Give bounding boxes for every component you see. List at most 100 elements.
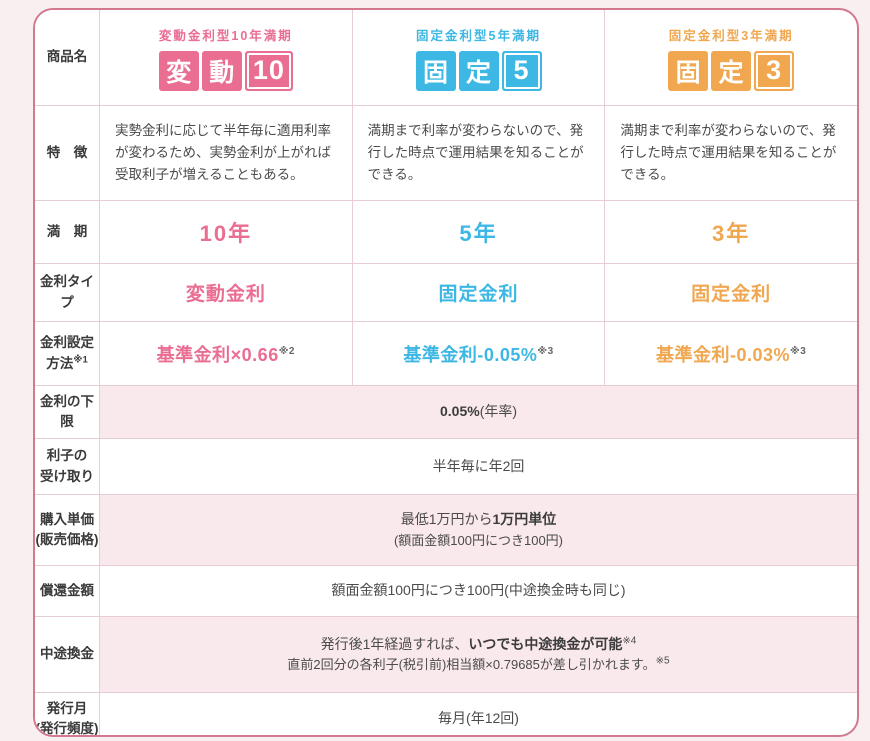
logo-number-box: 10 xyxy=(244,50,293,91)
label-text: 金利設定 xyxy=(40,335,94,351)
rate-type-value: 固定金利 xyxy=(691,284,772,305)
row-label-early-redemption: 中途換金 xyxy=(35,617,99,692)
row-label-rate-method: 金利設定 方法※1 xyxy=(35,322,99,385)
logo-char-box: 変 xyxy=(158,50,199,91)
issue-month-value: 毎月(年12回) xyxy=(438,710,519,727)
maturity-value: 3年 xyxy=(712,221,751,246)
row-maturity: 満 期 10年 5年 3年 xyxy=(35,200,857,263)
logo-char-box: 固 xyxy=(668,50,709,91)
ratetype-cell-hendo10: 変動金利 xyxy=(99,264,352,321)
product-subtitle: 固定金利型3年満期 xyxy=(668,28,794,43)
footnote-ref: ※4 xyxy=(622,634,637,646)
row-purchase-price: 購入単価 (販売価格) 最低1万円から1万円単位 (額面金額100円につき100… xyxy=(35,494,857,565)
row-redemption-amount: 償還金額 額面金額100円につき100円(中途換金時も同じ) xyxy=(35,565,857,616)
footnote-ref: ※1 xyxy=(73,354,88,365)
maturity-cell-kotei5: 5年 xyxy=(351,201,605,263)
ratetype-cell-kotei5: 固定金利 xyxy=(351,264,605,321)
row-product-name: 商品名 変動金利型10年満期 変 動 10 固定金利型5年満期 固 定 5 xyxy=(35,10,857,105)
row-issue-month: 発行月 (発行頻度) 毎月(年12回) xyxy=(35,692,857,736)
maturity-cell-hendo10: 10年 xyxy=(99,201,352,263)
feature-text: 満期まで利率が変わらないので、発行した時点で運用結果を知ることができる。 xyxy=(367,122,584,183)
footnote-ref: ※2 xyxy=(278,345,295,357)
method-cell-kotei5: 基準金利-0.05%※3 xyxy=(351,322,605,385)
hendo10-logo: 変 動 10 xyxy=(158,50,293,91)
logo-char-box: 固 xyxy=(415,50,456,91)
logo-char-box: 動 xyxy=(201,50,242,91)
ratetype-cell-kotei3: 固定金利 xyxy=(604,264,857,321)
label-text: 金利タイプ xyxy=(40,274,94,310)
row-rate-method: 金利設定 方法※1 基準金利×0.66※2 基準金利-0.05%※3 基準金利-… xyxy=(35,321,857,385)
maturity-value: 10年 xyxy=(199,221,253,246)
early-redemption-line1: 発行後1年経過すれば、いつでも中途換金が可能※4 xyxy=(320,634,637,652)
method-cell-hendo10: 基準金利×0.66※2 xyxy=(99,322,352,385)
label-text: 発行月 xyxy=(46,700,88,716)
label-text: 償還金額 xyxy=(40,582,94,598)
label-text: 特 徴 xyxy=(46,144,88,160)
purchase-price-line2: (額面金額100円につき100円) xyxy=(393,532,564,548)
logo-number: 5 xyxy=(503,52,540,89)
rate-type-value: 変動金利 xyxy=(185,284,266,305)
row-label-issue-month: 発行月 (発行頻度) xyxy=(35,693,99,736)
row-label-redemption-amount: 償還金額 xyxy=(35,566,99,616)
purchase-price-cell: 最低1万円から1万円単位 (額面金額100円につき100円) xyxy=(99,495,857,565)
logo-number-box: 3 xyxy=(754,50,795,91)
row-feature: 特 徴 実勢金利に応じて半年毎に適用利率が変わるため、実勢金利が上がれば受取利子… xyxy=(35,105,857,200)
product-cell-hendo10: 変動金利型10年満期 変 動 10 xyxy=(99,10,352,105)
interest-payment-cell: 半年毎に年2回 xyxy=(99,439,857,494)
feature-cell-kotei3: 満期まで利率が変わらないので、発行した時点で運用結果を知ることができる。 xyxy=(604,106,857,200)
feature-text: 満期まで利率が変わらないので、発行した時点で運用結果を知ることができる。 xyxy=(620,122,837,183)
label-text: 方法※1 xyxy=(46,354,88,371)
label-text: 金利の下限 xyxy=(40,393,94,429)
rate-formula: 基準金利×0.66※2 xyxy=(156,344,295,365)
feature-cell-hendo10: 実勢金利に応じて半年毎に適用利率が変わるため、実勢金利が上がれば受取利子が増える… xyxy=(99,106,352,200)
issue-month-cell: 毎月(年12回) xyxy=(99,693,857,735)
row-interest-payment: 利子の 受け取り 半年毎に年2回 xyxy=(35,438,857,494)
row-early-redemption: 中途換金 発行後1年経過すれば、いつでも中途換金が可能※4 直前2回分の各利子(… xyxy=(35,616,857,692)
kotei3-logo: 固 定 3 xyxy=(668,50,795,91)
early-redemption-line2: 直前2回分の各利子(税引前)相当額×0.79685が差し引かれます。※5 xyxy=(287,655,670,673)
label-text: (販売価格) xyxy=(35,532,99,547)
label-text: 受け取り xyxy=(40,468,94,484)
row-label-rate-type: 金利タイプ xyxy=(35,264,99,321)
product-comparison-table: 商品名 変動金利型10年満期 変 動 10 固定金利型5年満期 固 定 5 xyxy=(33,8,859,737)
product-subtitle: 変動金利型10年満期 xyxy=(158,28,293,43)
product-cell-kotei5: 固定金利型5年満期 固 定 5 xyxy=(351,10,605,105)
product-subtitle: 固定金利型5年満期 xyxy=(416,28,541,43)
row-label-rate-floor: 金利の下限 xyxy=(35,386,99,438)
label-text: 購入単価 xyxy=(40,511,94,527)
logo-number: 3 xyxy=(756,52,793,89)
method-cell-kotei3: 基準金利-0.03%※3 xyxy=(604,322,857,385)
row-label-purchase-price: 購入単価 (販売価格) xyxy=(35,495,99,565)
purchase-price-line1: 最低1万円から1万円単位 xyxy=(400,511,557,528)
logo-char-box: 定 xyxy=(711,50,752,91)
label-text: (発行頻度) xyxy=(35,721,99,736)
rate-formula: 基準金利-0.05%※3 xyxy=(403,344,554,365)
logo-number: 10 xyxy=(246,52,291,89)
rate-type-value: 固定金利 xyxy=(438,284,519,305)
row-label-interest-payment: 利子の 受け取り xyxy=(35,439,99,494)
label-text: 中途換金 xyxy=(40,646,94,662)
footnote-ref: ※5 xyxy=(655,655,670,667)
maturity-value: 5年 xyxy=(459,221,498,246)
label-text: 満 期 xyxy=(46,223,88,239)
feature-text: 実勢金利に応じて半年毎に適用利率が変わるため、実勢金利が上がれば受取利子が増える… xyxy=(115,122,331,183)
redemption-amount-value: 額面金額100円につき100円(中途換金時も同じ) xyxy=(331,582,626,599)
row-label-product-name: 商品名 xyxy=(35,10,99,105)
product-cell-kotei3: 固定金利型3年満期 固 定 3 xyxy=(604,10,857,105)
kotei5-logo: 固 定 5 xyxy=(415,50,542,91)
rate-formula: 基準金利-0.03%※3 xyxy=(656,344,807,365)
rate-floor-value: 0.05%(年率) xyxy=(439,403,518,420)
label-text: 商品名 xyxy=(46,49,88,65)
feature-cell-kotei5: 満期まで利率が変わらないので、発行した時点で運用結果を知ることができる。 xyxy=(351,106,605,200)
label-text: 利子の xyxy=(46,448,88,464)
logo-number-box: 5 xyxy=(501,50,542,91)
interest-payment-value: 半年毎に年2回 xyxy=(432,457,525,474)
row-label-maturity: 満 期 xyxy=(35,201,99,263)
logo-char-box: 定 xyxy=(458,50,499,91)
footnote-ref: ※3 xyxy=(790,345,807,357)
footnote-ref: ※3 xyxy=(537,345,554,357)
row-rate-floor: 金利の下限 0.05%(年率) xyxy=(35,385,857,438)
redemption-amount-cell: 額面金額100円につき100円(中途換金時も同じ) xyxy=(99,566,857,616)
maturity-cell-kotei3: 3年 xyxy=(604,201,857,263)
early-redemption-cell: 発行後1年経過すれば、いつでも中途換金が可能※4 直前2回分の各利子(税引前)相… xyxy=(99,617,857,692)
